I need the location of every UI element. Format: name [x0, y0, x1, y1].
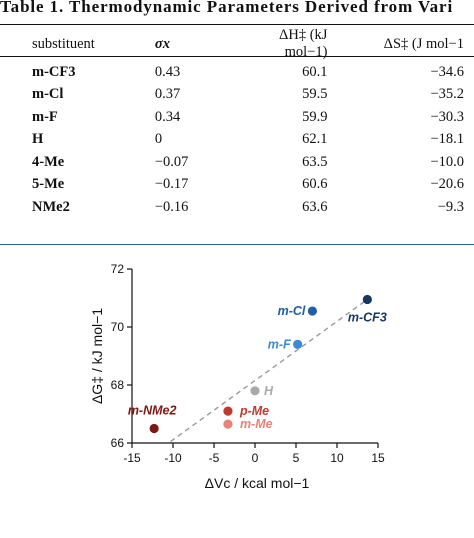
data-point — [250, 386, 260, 396]
table-row: m-CF3 0.43 60.1 −34.6 — [0, 61, 474, 84]
cell-sigma: 0.37 — [154, 86, 181, 103]
data-point — [307, 306, 317, 316]
cell-substituent: m-CF3 — [32, 63, 76, 80]
cell-entropy: −18.1 — [430, 131, 464, 148]
point-label: m-Cl — [278, 304, 306, 318]
cell-sigma: −0.16 — [154, 198, 189, 215]
cell-enthalpy: 59.5 — [302, 86, 328, 103]
cell-sigma: 0.43 — [154, 63, 181, 80]
cell-entropy: −34.6 — [430, 63, 464, 80]
scatter-chart: -15 -10 -5 0 5 10 15 66 68 70 72 ΔVc / kcal mol−1 ΔG… — [89, 262, 387, 491]
x-axis-label: ΔVc / kcal mol−1 — [205, 475, 310, 491]
cell-enthalpy: 59.9 — [302, 108, 328, 125]
point-label: m-Me — [240, 417, 273, 431]
cell-enthalpy: 60.6 — [302, 176, 328, 193]
data-point — [149, 423, 159, 434]
point-label: m-CF3 — [348, 310, 387, 324]
x-tick-label: 5 — [293, 451, 300, 465]
cell-enthalpy: 60.1 — [302, 63, 328, 80]
table-row: 5-Me −0.17 60.6 −20.6 — [0, 174, 474, 197]
cell-enthalpy: 62.1 — [302, 131, 328, 148]
cell-substituent: m-F — [32, 108, 58, 125]
data-point — [223, 419, 233, 429]
y-tick-label: 66 — [111, 436, 125, 450]
fit-line — [170, 298, 368, 443]
header-entropy: ΔS‡ (J mol−1 — [383, 35, 464, 52]
section-divider — [0, 244, 474, 245]
cell-sigma: −0.17 — [154, 176, 189, 193]
point-label: H — [264, 384, 274, 398]
header-sigma: σx — [154, 35, 170, 52]
cell-substituent: 4-Me — [32, 153, 65, 170]
point-label: m-NMe2 — [128, 404, 177, 418]
cell-entropy: −35.2 — [430, 86, 464, 103]
cell-entropy: −30.3 — [430, 108, 464, 125]
y-axis-label: ΔG‡ / kJ mol−1 — [89, 308, 105, 404]
cell-entropy: −9.3 — [437, 198, 464, 215]
table-row: H 0 62.1 −18.1 — [0, 129, 474, 152]
cell-substituent: m-Cl — [32, 86, 64, 103]
cell-sigma: 0 — [154, 131, 163, 148]
cell-substituent: NMe2 — [32, 198, 70, 215]
data-point — [293, 339, 303, 349]
point-label: p-Me — [239, 404, 269, 418]
cell-sigma: −0.07 — [154, 153, 189, 170]
cell-sigma: 0.34 — [154, 108, 181, 125]
x-tick-label: -5 — [209, 451, 220, 465]
table-row: 4-Me −0.07 63.5 −10.0 — [0, 151, 474, 174]
table-header-rule — [0, 56, 474, 57]
table-caption: Table 1. Thermodynamic Parameters Derive… — [0, 0, 454, 16]
cell-enthalpy: 63.5 — [302, 153, 328, 170]
cell-enthalpy: 63.6 — [302, 198, 328, 215]
x-tick-label: 0 — [252, 451, 259, 465]
point-label: m-F — [268, 337, 291, 351]
header-substituent: substituent — [32, 35, 95, 52]
cell-substituent: 5-Me — [32, 176, 65, 193]
y-tick-label: 68 — [111, 378, 125, 392]
table-row: m-Cl 0.37 59.5 −35.2 — [0, 84, 474, 107]
cell-entropy: −10.0 — [430, 153, 464, 170]
x-tick-label: -10 — [164, 451, 182, 465]
x-tick-label: -15 — [123, 451, 141, 465]
table-header-row: substituent σx ΔH‡ (kJ mol−1) ΔS‡ (J mol… — [0, 27, 474, 61]
x-tick-label: 15 — [371, 451, 385, 465]
table-row: NMe2 −0.16 63.6 −9.3 — [0, 196, 474, 219]
table-row: m-F 0.34 59.9 −30.3 — [0, 106, 474, 129]
parameters-table: substituent σx ΔH‡ (kJ mol−1) ΔS‡ (J mol… — [0, 27, 474, 219]
y-tick-label: 70 — [111, 320, 125, 334]
data-point — [362, 294, 372, 305]
cell-entropy: −20.6 — [430, 176, 464, 193]
cell-substituent: H — [32, 131, 44, 148]
header-enthalpy: ΔH‡ (kJ mol−1) — [279, 27, 328, 60]
data-point — [223, 406, 233, 416]
y-tick-label: 72 — [111, 262, 125, 276]
table-top-rule — [0, 24, 474, 25]
x-tick-label: 10 — [330, 451, 344, 465]
